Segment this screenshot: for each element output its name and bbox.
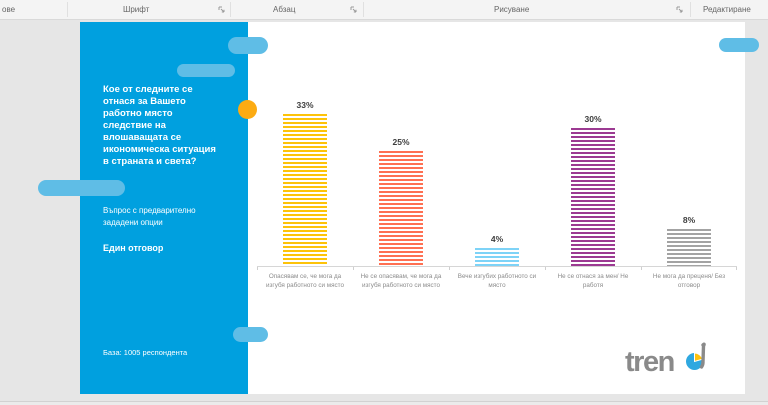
decorative-pill <box>719 38 759 52</box>
dialog-launcher-icon[interactable] <box>218 6 226 14</box>
decorative-pill <box>228 37 268 54</box>
ribbon: ове Шрифт Абзац Рисуване Редактиране <box>0 0 768 20</box>
editor-workspace: Кое от следните се отнася за Вашето рабо… <box>0 20 768 401</box>
bar-chart: 33% 25% 4% 30% 8% <box>257 100 737 270</box>
axis-tick <box>257 267 258 270</box>
decorative-pill <box>38 180 125 196</box>
value-label: 25% <box>392 137 410 147</box>
value-label: 33% <box>296 100 314 110</box>
question-panel[interactable]: Кое от следните се отнася за Вашето рабо… <box>80 22 248 394</box>
category-label: Не мога да преценя/ Без отговор <box>652 273 726 289</box>
bar-group: 30% <box>545 114 641 266</box>
ribbon-group-drawing[interactable]: Рисуване <box>494 5 530 14</box>
dialog-launcher-icon[interactable] <box>350 6 358 14</box>
slide-canvas[interactable]: Кое от следните се отнася за Вашето рабо… <box>38 22 759 394</box>
ribbon-separator <box>363 2 364 17</box>
category-label: Не се отнася за мен/ Не работя <box>557 273 629 289</box>
question-text: Кое от следните се отнася за Вашето рабо… <box>103 84 216 167</box>
dialog-launcher-icon[interactable] <box>676 6 684 14</box>
bar[interactable] <box>571 128 615 266</box>
decorative-pill <box>233 327 268 342</box>
category-label: Не се опасявам, че мога да изгубя работн… <box>360 273 442 289</box>
decorative-pill <box>177 64 235 77</box>
axis-tick <box>736 267 737 270</box>
category-label: Вече изгубих работното си място <box>457 273 537 289</box>
logo-text-tren: tren <box>625 346 674 378</box>
axis-tick <box>641 267 642 270</box>
axis-tick <box>449 267 450 270</box>
bar-group: 25% <box>353 137 449 266</box>
category-axis: Опасявам се, че мога да изгубя работното… <box>257 273 737 290</box>
answer-mode-text: Един отговор <box>103 243 164 253</box>
ribbon-group-paragraph[interactable]: Абзац <box>273 5 296 14</box>
pie-chart-icon <box>686 342 706 370</box>
ribbon-separator <box>230 2 231 17</box>
value-label: 30% <box>584 114 602 124</box>
category-label: Опасявам се, че мога да изгубя работното… <box>266 273 344 289</box>
trend-logo: tren <box>625 342 720 380</box>
value-label: 8% <box>682 215 696 225</box>
ribbon-group-font[interactable]: Шрифт <box>123 5 150 14</box>
window-bottom-border <box>0 401 768 402</box>
status-bar-edge <box>0 402 768 405</box>
bar[interactable] <box>283 114 327 266</box>
axis-tick <box>353 267 354 270</box>
ribbon-separator <box>690 2 691 17</box>
question-type-text: Въпрос с предварително зададени опции <box>103 206 196 227</box>
ribbon-separator <box>67 2 68 17</box>
base-note-text: База: 1005 респондента <box>103 348 188 357</box>
ribbon-group-slides[interactable]: ове <box>2 5 16 14</box>
bar[interactable] <box>379 151 423 266</box>
ribbon-group-editing[interactable]: Редактиране <box>703 5 751 14</box>
bar-group: 33% <box>257 100 353 266</box>
bar[interactable] <box>475 248 519 266</box>
bar[interactable] <box>667 229 711 266</box>
axis-tick <box>545 267 546 270</box>
bar-group: 8% <box>641 215 737 266</box>
bar-group: 4% <box>449 234 545 266</box>
decorative-circle <box>238 100 257 119</box>
value-label: 4% <box>490 234 504 244</box>
